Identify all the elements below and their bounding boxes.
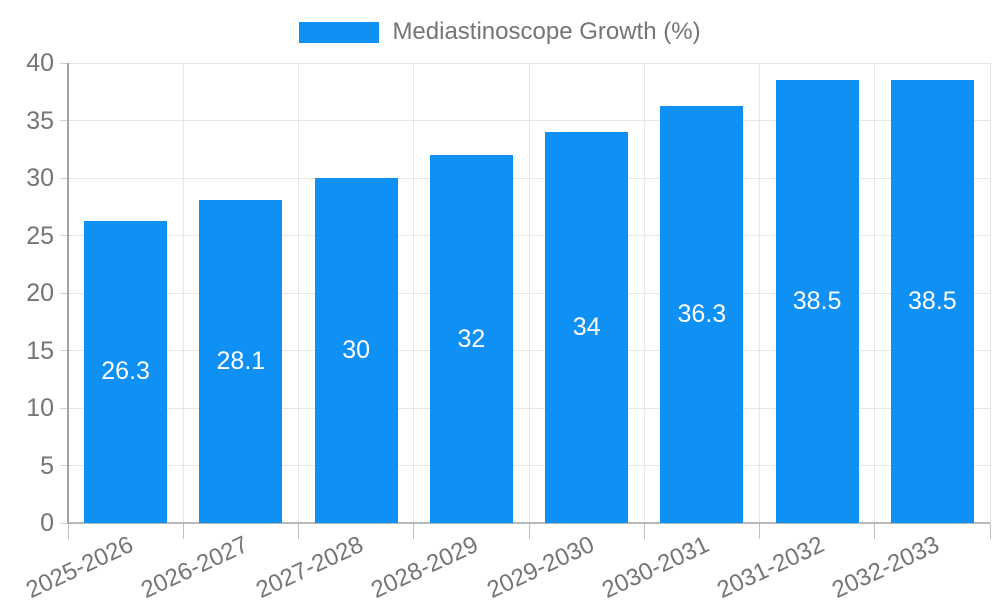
bar: 38.5 — [775, 80, 859, 523]
bar: 26.3 — [84, 220, 168, 523]
y-tick — [60, 62, 68, 64]
x-tick — [759, 523, 760, 539]
x-gridline — [413, 63, 415, 523]
x-gridline — [989, 63, 991, 523]
bar: 34 — [545, 132, 629, 523]
legend-label: Mediastinoscope Growth (%) — [392, 18, 701, 45]
x-gridline — [528, 63, 530, 523]
bar-value-label: 38.5 — [908, 287, 957, 316]
y-axis-label: 15 — [26, 336, 54, 365]
bar: 36.3 — [660, 105, 744, 523]
x-tick — [874, 523, 876, 539]
bar-value-label: 26.3 — [101, 357, 150, 386]
y-axis-label: 40 — [26, 49, 54, 77]
x-tick — [528, 523, 530, 539]
x-gridline — [298, 63, 299, 523]
y-axis-label: 5 — [40, 451, 54, 480]
y-tick — [60, 350, 68, 351]
y-tick — [60, 292, 68, 294]
x-axis-line — [68, 522, 990, 524]
bar: 38.5 — [890, 80, 974, 523]
x-tick — [989, 523, 991, 539]
bar-value-label: 36.3 — [677, 299, 727, 328]
y-axis-label: 10 — [26, 394, 54, 422]
x-tick — [643, 523, 645, 539]
bar: 28.1 — [199, 199, 283, 523]
x-gridline — [643, 63, 645, 523]
bar-value-label: 38.5 — [792, 287, 842, 316]
y-tick — [60, 407, 68, 409]
y-tick — [60, 465, 68, 466]
x-gridline — [759, 63, 760, 523]
y-tick — [60, 522, 68, 524]
y-axis-label: 30 — [26, 164, 54, 192]
y-tick — [60, 177, 68, 179]
y-axis-label: 35 — [26, 106, 54, 135]
y-axis-line — [67, 63, 69, 524]
x-gridline — [182, 63, 184, 523]
y-axis-label: 25 — [26, 221, 54, 250]
y-axis-label: 0 — [40, 509, 54, 537]
bar-value-label: 30 — [342, 336, 371, 364]
bar: 30 — [314, 178, 398, 523]
bar-value-label: 32 — [457, 324, 486, 353]
y-axis-label: 20 — [26, 279, 54, 307]
y-tick — [60, 235, 68, 236]
x-tick — [413, 523, 415, 539]
x-tick — [298, 523, 299, 539]
x-tick — [182, 523, 184, 539]
bar: 32 — [429, 155, 513, 523]
y-tick — [60, 120, 68, 121]
x-gridline — [874, 63, 876, 523]
bar-value-label: 34 — [572, 313, 601, 341]
x-tick — [67, 523, 69, 539]
bar-value-label: 28.1 — [216, 346, 266, 375]
legend: Mediastinoscope Growth (%) — [0, 18, 1000, 45]
legend-swatch — [299, 21, 380, 43]
